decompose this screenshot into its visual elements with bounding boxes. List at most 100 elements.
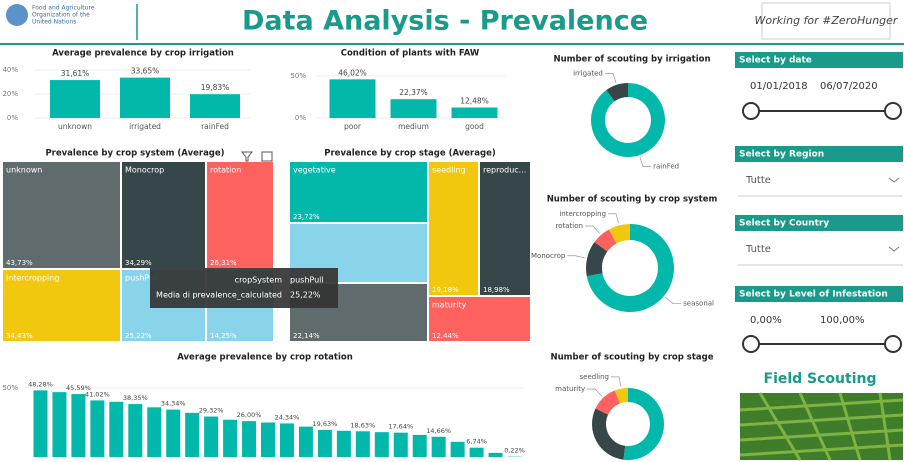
dropdown-chevron[interactable] [889,178,899,182]
tooltip-value: 25,22% [290,291,321,300]
bar [33,390,47,457]
cell-value: 34,43% [6,332,33,340]
page: Food and AgricultureOrganization of theU… [0,0,904,462]
focus-icon[interactable] [262,152,272,161]
bar [166,410,180,457]
bar [394,433,408,457]
cell-label: intercropping [6,274,59,283]
x-tick-label: unknown [58,122,92,131]
slider-handle[interactable] [743,103,759,119]
bar [413,435,427,457]
bar [71,394,85,457]
data-label: 38,35% [123,394,148,402]
slicer-title: Select by Level of Infestation [739,290,888,300]
data-label: 31,61% [61,69,90,78]
page-title: Data Analysis - Prevalence [242,6,648,37]
leader-line [665,297,681,303]
cell-value: 43,73% [6,259,33,267]
bar [185,413,199,457]
cell-value: 26,31% [210,259,237,267]
slice-label: rotation [556,222,583,230]
cell-label: maturity [432,301,467,310]
data-label: 19,83% [201,83,230,92]
chart-title: Prevalence by crop stage (Average) [324,149,496,159]
bar [109,402,123,457]
image-title: Field Scouting [764,371,877,387]
bar [90,400,104,457]
data-label: 24,34% [275,413,300,421]
data-label: 6,74% [466,438,487,446]
x-tick-label: medium [398,122,429,131]
tagline: Working for #ZeroHunger [755,14,899,27]
data-label: 33,65% [131,67,160,76]
cell-value: 12,44% [432,332,459,340]
y-tick-label: 50% [2,384,18,392]
bar [50,80,100,118]
chart-title: Average prevalence by crop irrigation [52,49,234,59]
leader-line [585,226,600,234]
chart-title: Number of scouting by crop system [547,195,718,205]
cell-value: 19,18% [432,286,459,294]
dropdown-value[interactable]: Tutte [745,244,771,255]
slider-handle[interactable] [885,336,901,352]
bar [375,432,389,457]
donut-slice [623,388,664,460]
slicer-from[interactable]: 01/01/2018 [750,81,808,92]
dropdown-value[interactable]: Tutte [745,175,771,186]
y-tick-label: 0% [7,114,18,122]
bar [128,404,142,457]
cell-value: 34,29% [125,259,152,267]
slicer-to[interactable]: 06/07/2020 [820,81,878,92]
fao-logo [6,4,28,26]
leader-line [587,389,602,396]
treemap-cell [3,162,120,268]
data-label: 41,02% [85,390,110,398]
leader-line [605,73,616,83]
bar [242,421,256,457]
donut-slice [592,409,625,460]
cell-label: vegetative [293,166,336,175]
bar [470,448,484,457]
x-tick-label: rainFed [201,122,229,131]
bar [52,392,66,457]
bar [451,442,465,457]
cell-label: reproduc... [483,166,526,175]
chart-title: Condition of plants with FAW [341,49,480,59]
bar [147,407,161,457]
x-tick-label: poor [344,122,362,131]
cell-value: 23,72% [293,213,320,221]
slice-label: intercropping [559,210,606,218]
bar [280,423,294,457]
cell-value: 25,22% [125,332,152,340]
slicer-to[interactable]: 100,00% [820,315,865,326]
bar [190,94,240,118]
y-tick-label: 0% [295,114,306,122]
y-tick-label: 20% [2,90,18,98]
data-label: 26,00% [237,411,262,419]
chart-title: Prevalence by crop system (Average) [45,149,224,159]
slice-label: maturity [555,385,585,393]
chart-title: Average prevalence by crop rotation [177,353,353,363]
x-tick-label: irrigated [129,122,161,131]
slicer-from[interactable]: 0,00% [750,315,782,326]
bar [432,437,446,457]
data-label: 46,02% [338,68,367,77]
field-image [740,393,903,460]
slider-handle[interactable] [743,336,759,352]
dropdown-chevron[interactable] [889,247,899,251]
data-label: 48,28% [28,380,53,388]
treemap-cell [480,162,530,295]
y-tick-label: 50% [290,72,306,80]
data-label: 18,63% [350,421,375,429]
slider-handle[interactable] [885,103,901,119]
cell-value: 14,25% [210,332,237,340]
slice-label: irrigated [573,69,603,77]
bar [337,431,351,457]
treemap-cell [122,162,205,268]
treemap-cell [207,162,273,268]
filter-icon[interactable] [242,152,252,161]
slicer-title: Select by Region [739,150,824,160]
chart-title: Number of scouting by irrigation [553,55,710,65]
data-label: 17,64% [388,423,413,431]
slice-label: seasonal [683,300,714,308]
